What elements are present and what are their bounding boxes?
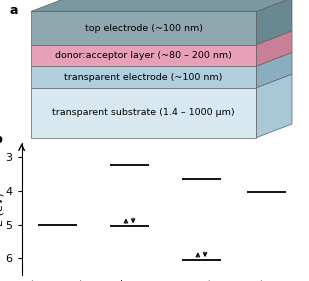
Polygon shape [256, 74, 292, 138]
Text: donor:acceptor layer (~80 – 200 nm): donor:acceptor layer (~80 – 200 nm) [55, 51, 232, 60]
Text: top
electrode: top electrode [245, 280, 288, 281]
Polygon shape [256, 31, 292, 66]
Text: transparent electrode (~100 nm): transparent electrode (~100 nm) [65, 72, 223, 81]
Polygon shape [31, 45, 256, 66]
Polygon shape [31, 88, 256, 138]
Polygon shape [31, 66, 256, 88]
Polygon shape [256, 0, 292, 45]
Text: acceptor: acceptor [182, 280, 221, 281]
Text: transparent
electrode: transparent electrode [31, 280, 84, 281]
Text: transparent substrate (1.4 – 1000 μm): transparent substrate (1.4 – 1000 μm) [52, 108, 235, 117]
Text: b: b [0, 133, 2, 146]
Polygon shape [256, 53, 292, 88]
Text: a: a [9, 4, 18, 17]
Text: top electrode (~100 nm): top electrode (~100 nm) [85, 24, 203, 33]
Polygon shape [31, 0, 292, 12]
Text: donor: donor [116, 280, 143, 281]
Y-axis label: E (eV): E (eV) [0, 192, 4, 226]
Polygon shape [31, 12, 256, 45]
